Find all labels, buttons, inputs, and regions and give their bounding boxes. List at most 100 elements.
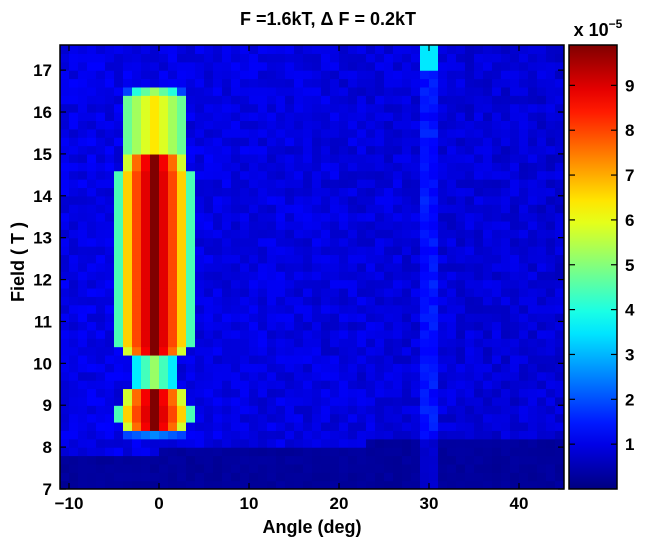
heatmap-cell (438, 120, 448, 130)
heatmap-cell (114, 296, 124, 306)
colorbar-tick-label: 9 (625, 76, 634, 95)
heatmap-cell (555, 354, 564, 364)
heatmap-cell (528, 220, 538, 230)
heatmap-cell (366, 145, 376, 155)
heatmap-cell (447, 170, 457, 180)
heatmap-cell (60, 237, 70, 247)
heatmap-cell (186, 413, 196, 423)
heatmap-cell (465, 204, 475, 214)
heatmap-cell (384, 112, 394, 121)
heatmap-cell (258, 61, 268, 71)
heatmap-cell (78, 45, 88, 54)
heatmap-cell (357, 212, 367, 222)
heatmap-cell (483, 262, 493, 272)
heatmap-cell (312, 271, 322, 281)
heatmap-cell (447, 187, 457, 197)
heatmap-cell (321, 162, 331, 172)
heatmap-cell (402, 86, 412, 96)
heatmap-cell (96, 396, 106, 406)
heatmap-cell (357, 321, 367, 331)
heatmap-cell (60, 438, 70, 448)
heatmap-cell (402, 229, 412, 239)
heatmap-cell (528, 145, 538, 155)
heatmap-cell (69, 78, 79, 88)
heatmap-cell (456, 45, 466, 54)
heatmap-cell (60, 380, 70, 390)
heatmap-cell (528, 413, 538, 423)
heatmap-cell (420, 120, 430, 130)
heatmap-cell (150, 220, 160, 230)
heatmap-cell (339, 61, 349, 71)
heatmap-cell (177, 396, 187, 406)
heatmap-cell (231, 338, 241, 348)
heatmap-cell (393, 472, 403, 482)
heatmap-cell (240, 304, 250, 314)
heatmap-cell (483, 480, 493, 489)
heatmap-cell (87, 354, 97, 364)
heatmap-cell (348, 313, 358, 323)
heatmap-cell (393, 380, 403, 390)
heatmap-cell (276, 380, 286, 390)
heatmap-cell (285, 421, 295, 431)
heatmap-cell (231, 463, 241, 473)
heatmap-cell (240, 388, 250, 398)
heatmap-cell (204, 204, 214, 214)
heatmap-cell (474, 463, 484, 473)
heatmap-cell (429, 271, 439, 281)
heatmap-cell (429, 262, 439, 272)
heatmap-cell (294, 287, 304, 297)
heatmap-cell (249, 53, 259, 63)
heatmap-cell (420, 388, 430, 398)
heatmap-cell (150, 162, 160, 172)
heatmap-cell (321, 279, 331, 289)
heatmap-cell (321, 338, 331, 348)
y-tick-label: 7 (43, 480, 52, 499)
heatmap-cell (312, 279, 322, 289)
heatmap-cell (114, 472, 124, 482)
heatmap-cell (159, 187, 169, 197)
heatmap-cell (78, 212, 88, 222)
heatmap-cell (528, 162, 538, 172)
heatmap-cell (447, 329, 457, 339)
heatmap-cell (204, 153, 214, 163)
heatmap-cell (294, 170, 304, 180)
heatmap-cell (447, 313, 457, 323)
heatmap-cell (528, 212, 538, 222)
heatmap-cell (501, 204, 511, 214)
heatmap-cell (204, 287, 214, 297)
heatmap-cell (375, 371, 385, 381)
heatmap-cell (474, 438, 484, 448)
heatmap-cell (465, 421, 475, 431)
heatmap-cell (312, 363, 322, 373)
heatmap-cell (330, 78, 340, 88)
heatmap-cell (393, 254, 403, 264)
heatmap-cell (348, 279, 358, 289)
heatmap-cell (303, 363, 313, 373)
heatmap-cell (294, 363, 304, 373)
heatmap-cell (420, 112, 430, 121)
heatmap-cell (267, 329, 277, 339)
heatmap-cell (222, 321, 232, 331)
heatmap-cell (348, 304, 358, 314)
heatmap-cell (447, 86, 457, 96)
heatmap-cell (105, 70, 115, 80)
heatmap-cell (474, 313, 484, 323)
heatmap-cell (249, 296, 259, 306)
heatmap-cell (348, 53, 358, 63)
heatmap-cell (321, 304, 331, 314)
heatmap-cell (186, 95, 196, 105)
heatmap-cell (321, 137, 331, 147)
heatmap-cell (231, 438, 241, 448)
heatmap-cell (132, 237, 142, 247)
heatmap-cell (402, 363, 412, 373)
heatmap-cell (456, 195, 466, 205)
heatmap-cell (519, 137, 529, 147)
heatmap-cell (384, 388, 394, 398)
heatmap-cell (240, 120, 250, 130)
heatmap-cell (276, 421, 286, 431)
heatmap-cell (78, 229, 88, 239)
heatmap-cell (321, 447, 331, 457)
heatmap-cell (141, 137, 151, 147)
heatmap-cell (69, 112, 79, 121)
heatmap-cell (420, 78, 430, 88)
